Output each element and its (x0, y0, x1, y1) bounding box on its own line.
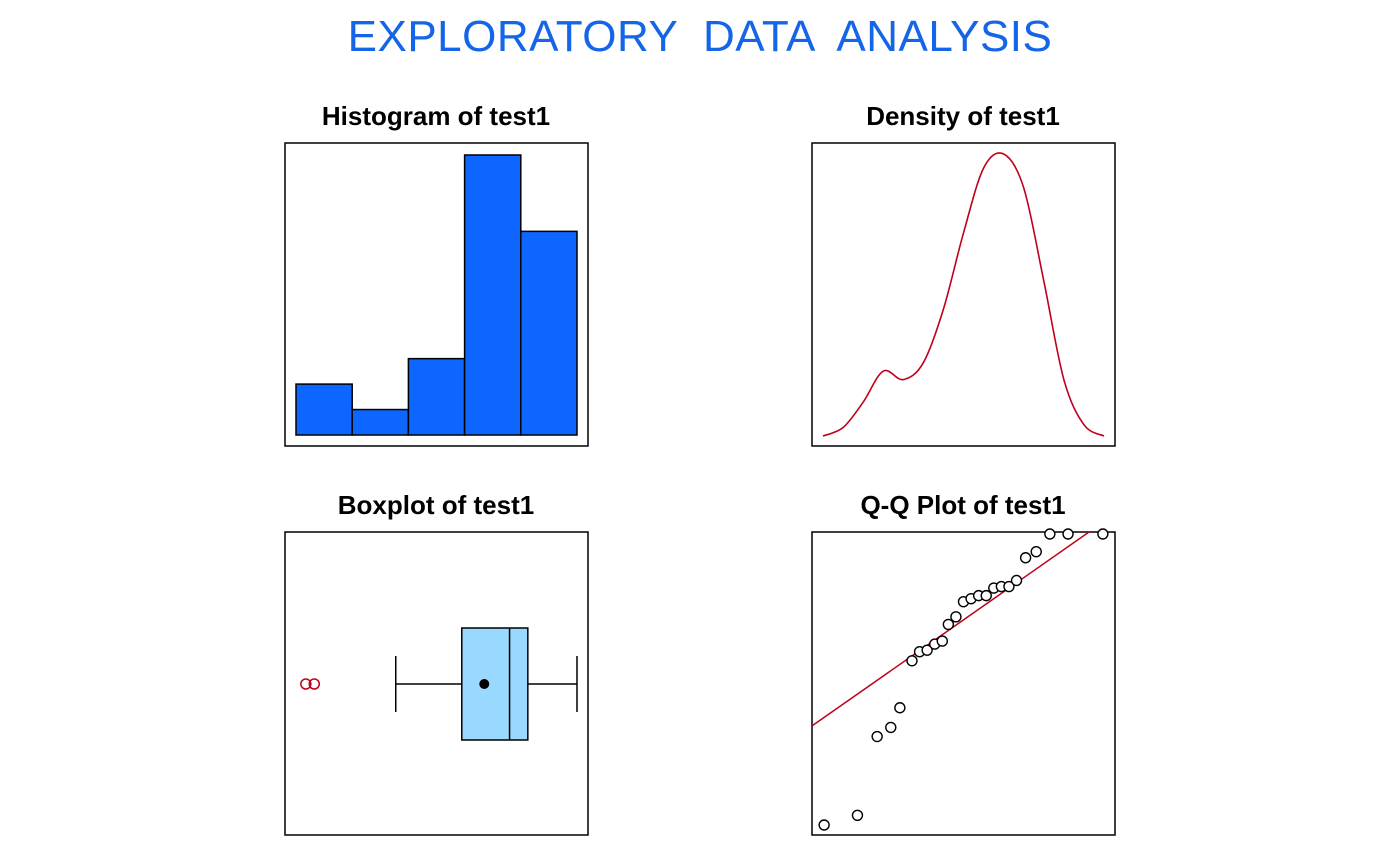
histogram-bar (407, 357, 466, 436)
box-plot-frame (284, 531, 589, 836)
density-title: Density of test1 (866, 101, 1060, 131)
qq-point (818, 819, 830, 831)
page-title: EXPLORATORY DATA ANALYSIS (347, 12, 1053, 61)
outlier-point (300, 678, 312, 690)
qq-plot-frame (811, 531, 1116, 836)
mean-point (479, 679, 490, 689)
qq-plot-title: Q-Q Plot of test1 (860, 490, 1066, 520)
qq-point (1010, 574, 1023, 587)
qq-point (1019, 552, 1032, 564)
qq-point (921, 644, 933, 656)
qq-point (1097, 528, 1109, 540)
qq-point (894, 702, 906, 714)
qq-point (950, 611, 962, 623)
box-iqr (461, 627, 529, 741)
histogram-bar (463, 154, 522, 436)
qq-point (1030, 545, 1042, 558)
qq-point (1062, 528, 1074, 540)
density-line (822, 152, 1105, 437)
outlier-point (308, 678, 321, 690)
qq-point (1044, 528, 1056, 540)
qq-point (851, 809, 864, 822)
qq-point (942, 618, 955, 631)
density-plot-frame (811, 142, 1116, 447)
histogram-title: Histogram of test1 (321, 101, 551, 131)
qq-point (885, 721, 897, 734)
qq-point (936, 635, 948, 647)
histogram-bar (351, 408, 410, 436)
hist-plot-frame (284, 142, 589, 447)
qq-point (980, 589, 992, 602)
histogram-bar (520, 230, 578, 436)
qq-point (871, 730, 883, 743)
boxplot-title: Boxplot of test1 (337, 490, 535, 520)
qq-point (1003, 580, 1015, 593)
histogram-bar (295, 383, 353, 436)
qq-point (906, 655, 918, 667)
